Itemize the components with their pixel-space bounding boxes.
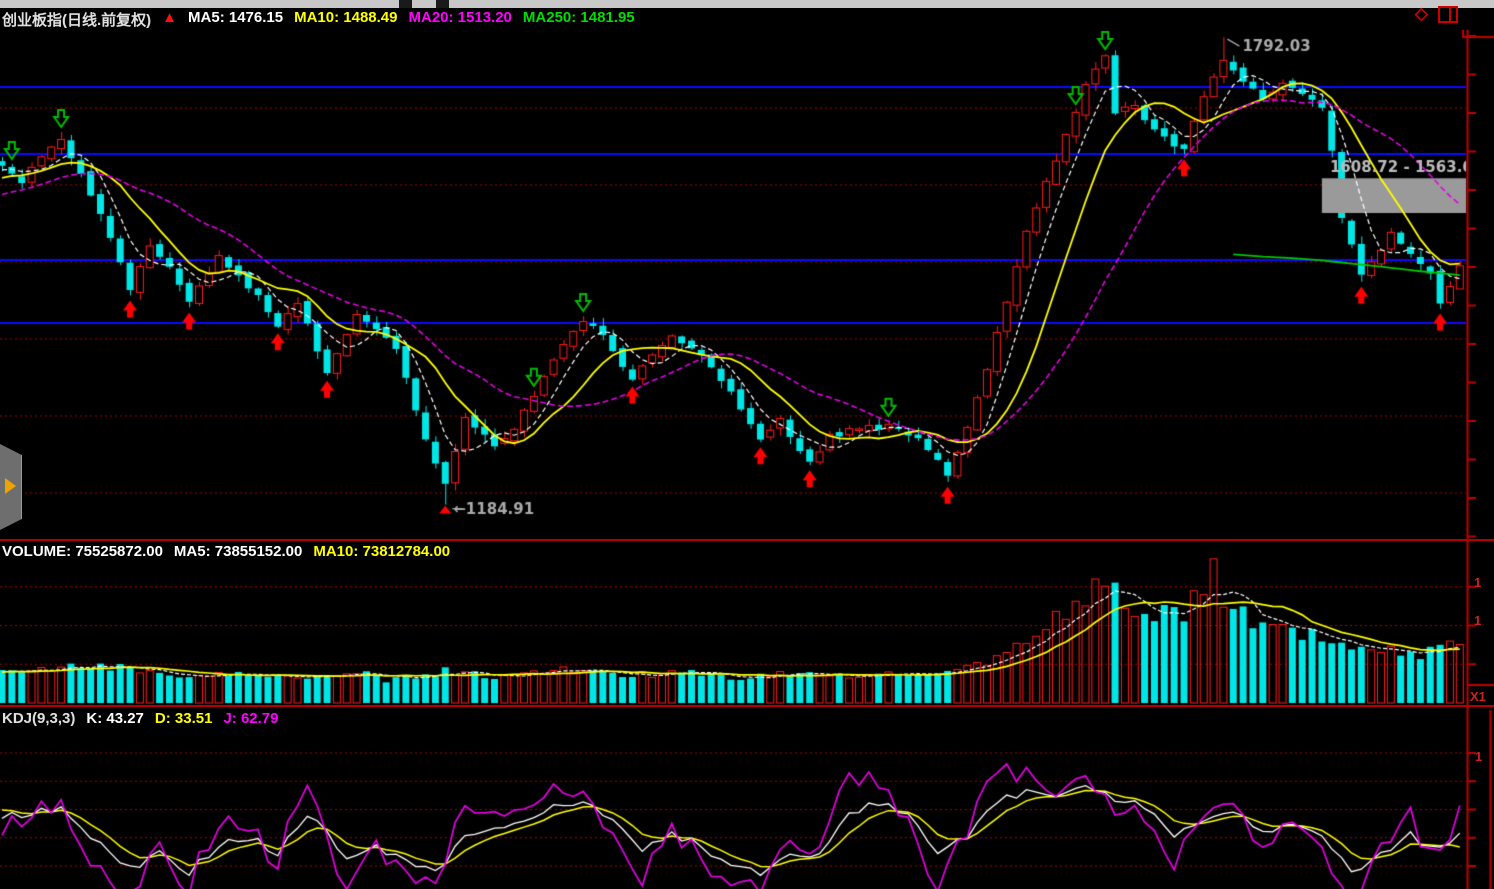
titlebar-notch: [436, 0, 449, 8]
symbol-title: 创业板指(日线.前复权): [2, 12, 152, 29]
volume-axis-label: 1: [1474, 613, 1482, 628]
volume-axis-label: 1: [1474, 575, 1482, 590]
volume-unit-label: X1: [1470, 689, 1486, 704]
window-layout-icon-bar: [1449, 7, 1451, 21]
titlebar-notch: [399, 0, 412, 8]
ma20-readout: MA20: 1513.20: [408, 9, 512, 26]
price-pane-header: 创业板指(日线.前复权) ▲ MA5: 1476.15 MA10: 1488.4…: [2, 9, 635, 30]
pane-separator: [0, 539, 1494, 541]
diamond-tool-icon[interactable]: ◇: [1414, 4, 1428, 23]
kdj-axis-label: 1: [1475, 749, 1483, 764]
titlebar-tools: ◇: [1415, 5, 1458, 23]
pane-separator: [0, 705, 1494, 707]
volume-chart-canvas[interactable]: [0, 541, 1494, 707]
kdj-chart-canvas[interactable]: [0, 707, 1494, 889]
window-layout-icon[interactable]: [1438, 5, 1458, 23]
ma5-readout: MA5: 1476.15: [188, 9, 284, 26]
ma250-readout: MA250: 1481.95: [522, 9, 635, 26]
up-arrow-icon: ▲: [162, 9, 178, 26]
ma10-readout: MA10: 1488.49: [294, 9, 398, 26]
window-top-strip: [0, 0, 1494, 8]
expand-right-icon: [5, 478, 16, 494]
left-panel-expander[interactable]: [0, 444, 22, 530]
price-chart-canvas[interactable]: [0, 30, 1494, 541]
